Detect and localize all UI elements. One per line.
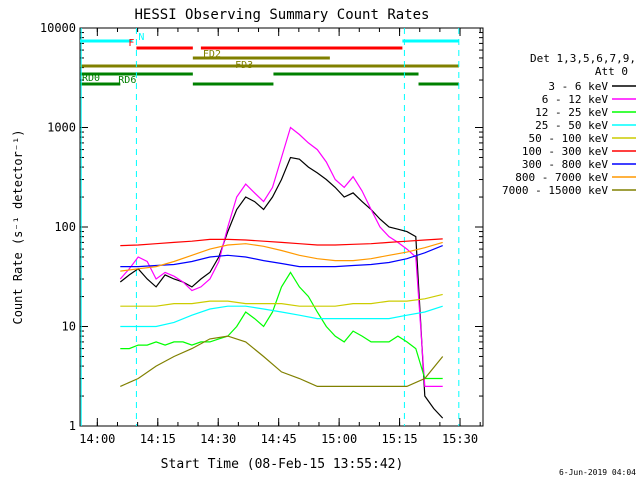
y-tick-label: 10 [62, 320, 76, 334]
y-axis: 1 10 100 1000 10000 [40, 21, 483, 433]
x-tick-label: 14:00 [79, 432, 115, 446]
flag-bars: NF FD2 FD3 RD0 RD6 [80, 28, 460, 426]
y-tick-label: 1 [69, 419, 76, 433]
x-tick-label: 14:45 [261, 432, 297, 446]
x-tick-label: 14:15 [140, 432, 176, 446]
x-axis-label: Start Time (08-Feb-15 13:55:42) [161, 457, 404, 472]
legend-entry-label: 3 - 6 keV [548, 80, 608, 93]
legend-entry-label: 300 - 800 keV [522, 158, 608, 171]
legend-header-line-2: Att 0 [595, 65, 628, 78]
y-tick-label: 10000 [40, 21, 76, 35]
x-tick-label: 15:15 [382, 432, 418, 446]
series-lines [119, 126, 444, 419]
series-line-0 [119, 156, 444, 419]
legend-entry-label: 6 - 12 keV [542, 93, 609, 106]
flag-bar-label: FD2 [203, 49, 221, 60]
flag-bar-label: FD3 [235, 60, 253, 71]
legend-entry-label: 25 - 50 keV [535, 119, 608, 132]
series-line-4 [120, 293, 443, 307]
x-tick-label: 15:30 [442, 432, 478, 446]
series-line-1 [119, 126, 443, 387]
x-axis: 14:00 14:15 14:30 14:45 15:00 15:15 15:30 [79, 28, 481, 446]
legend-entry-label: 7000 - 15000 keV [502, 184, 608, 197]
series-line-6 [120, 245, 443, 268]
flag-bar-label: N [138, 32, 144, 43]
legend-entry-label: 50 - 100 keV [529, 132, 609, 145]
legend-entry-label: 100 - 300 keV [522, 145, 608, 158]
y-tick-label: 1000 [47, 121, 76, 135]
chart-title: HESSI Observing Summary Count Rates [134, 7, 429, 23]
legend-entry-label: 12 - 25 keV [535, 106, 608, 119]
flag-bar-label: F [128, 38, 134, 49]
series-line-5 [120, 238, 443, 247]
x-tick-label: 15:00 [321, 432, 357, 446]
footer-timestamp: 6-Jun-2019 04:04 [559, 468, 636, 477]
legend-header-line-1: Det 1,3,5,6,7,9, [530, 52, 636, 65]
series-line-8 [120, 335, 444, 387]
y-axis-label: Count Rate (s⁻¹ detector⁻¹) [11, 129, 25, 324]
x-tick-label: 14:30 [200, 432, 236, 446]
series-line-7 [120, 241, 443, 272]
flag-bar-label: RD6 [118, 75, 136, 86]
series-line-3 [120, 305, 443, 328]
legend-entry-label: 800 - 7000 keV [515, 171, 608, 184]
series-line-2 [120, 271, 443, 380]
y-tick-label: 100 [54, 220, 76, 234]
flag-bar-label: RD0 [82, 73, 100, 84]
